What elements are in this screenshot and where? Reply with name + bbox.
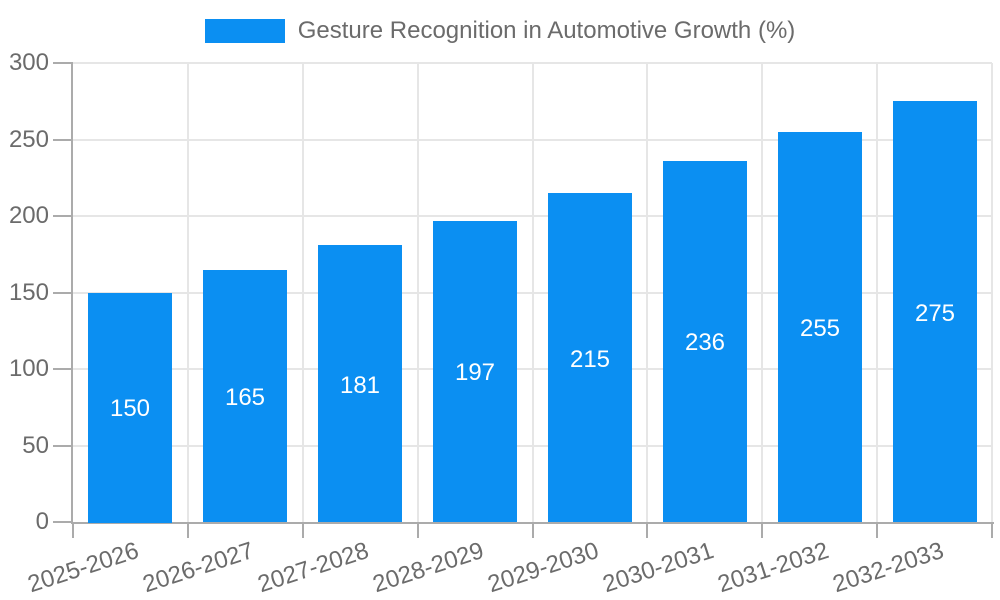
x-tick-mark: [876, 522, 878, 538]
x-grid-line: [532, 63, 534, 522]
bar-value-label: 181: [339, 372, 381, 399]
x-tick-mark: [532, 522, 534, 538]
bar-value-label: 165: [224, 384, 266, 411]
bar: [433, 221, 517, 522]
x-tick-mark: [417, 522, 419, 538]
y-tick-label: 300: [8, 49, 49, 76]
y-tick-label: 0: [35, 508, 49, 535]
x-grid-line: [187, 63, 189, 522]
bar-value-label: 197: [454, 359, 496, 386]
bar: [318, 245, 402, 522]
y-axis-line: [71, 63, 73, 522]
y-tick-label: 100: [8, 355, 49, 382]
x-grid-line: [417, 63, 419, 522]
bar-value-label: 150: [109, 395, 151, 422]
y-tick-label: 50: [22, 432, 49, 459]
x-tick-mark: [302, 522, 304, 538]
bar: [203, 270, 287, 522]
bar-value-label: 255: [799, 315, 841, 342]
y-tick-mark: [53, 292, 73, 294]
x-tick-mark: [761, 522, 763, 538]
x-axis-line: [71, 522, 994, 524]
legend-swatch-icon[interactable]: [204, 19, 285, 43]
x-tick-mark: [187, 522, 189, 538]
x-tick-mark: [646, 522, 648, 538]
y-tick-mark: [53, 139, 73, 141]
x-grid-line: [302, 63, 304, 522]
legend-label: Gesture Recognition in Automotive Growth…: [297, 17, 796, 44]
y-tick-mark: [53, 521, 73, 523]
y-tick-label: 250: [8, 126, 49, 153]
x-tick-mark: [991, 522, 993, 538]
bar-value-label: 275: [914, 300, 956, 327]
x-grid-line: [761, 63, 763, 522]
bar-value-label: 236: [684, 329, 726, 356]
y-tick-mark: [53, 445, 73, 447]
bar-value-label: 215: [569, 346, 611, 373]
y-tick-mark: [53, 368, 73, 370]
bar: [663, 161, 747, 522]
x-grid-line: [646, 63, 648, 522]
y-tick-label: 150: [8, 279, 49, 306]
y-tick-label: 200: [8, 202, 49, 229]
x-tick-mark: [72, 522, 74, 538]
chart-legend[interactable]: Gesture Recognition in Automotive Growth…: [0, 17, 1000, 45]
bar: [893, 101, 977, 522]
bar: [548, 193, 632, 522]
y-tick-mark: [53, 215, 73, 217]
x-grid-line: [876, 63, 878, 522]
x-grid-line: [991, 63, 993, 522]
bar: [778, 132, 862, 522]
bar: [88, 293, 172, 523]
y-tick-mark: [53, 62, 73, 64]
